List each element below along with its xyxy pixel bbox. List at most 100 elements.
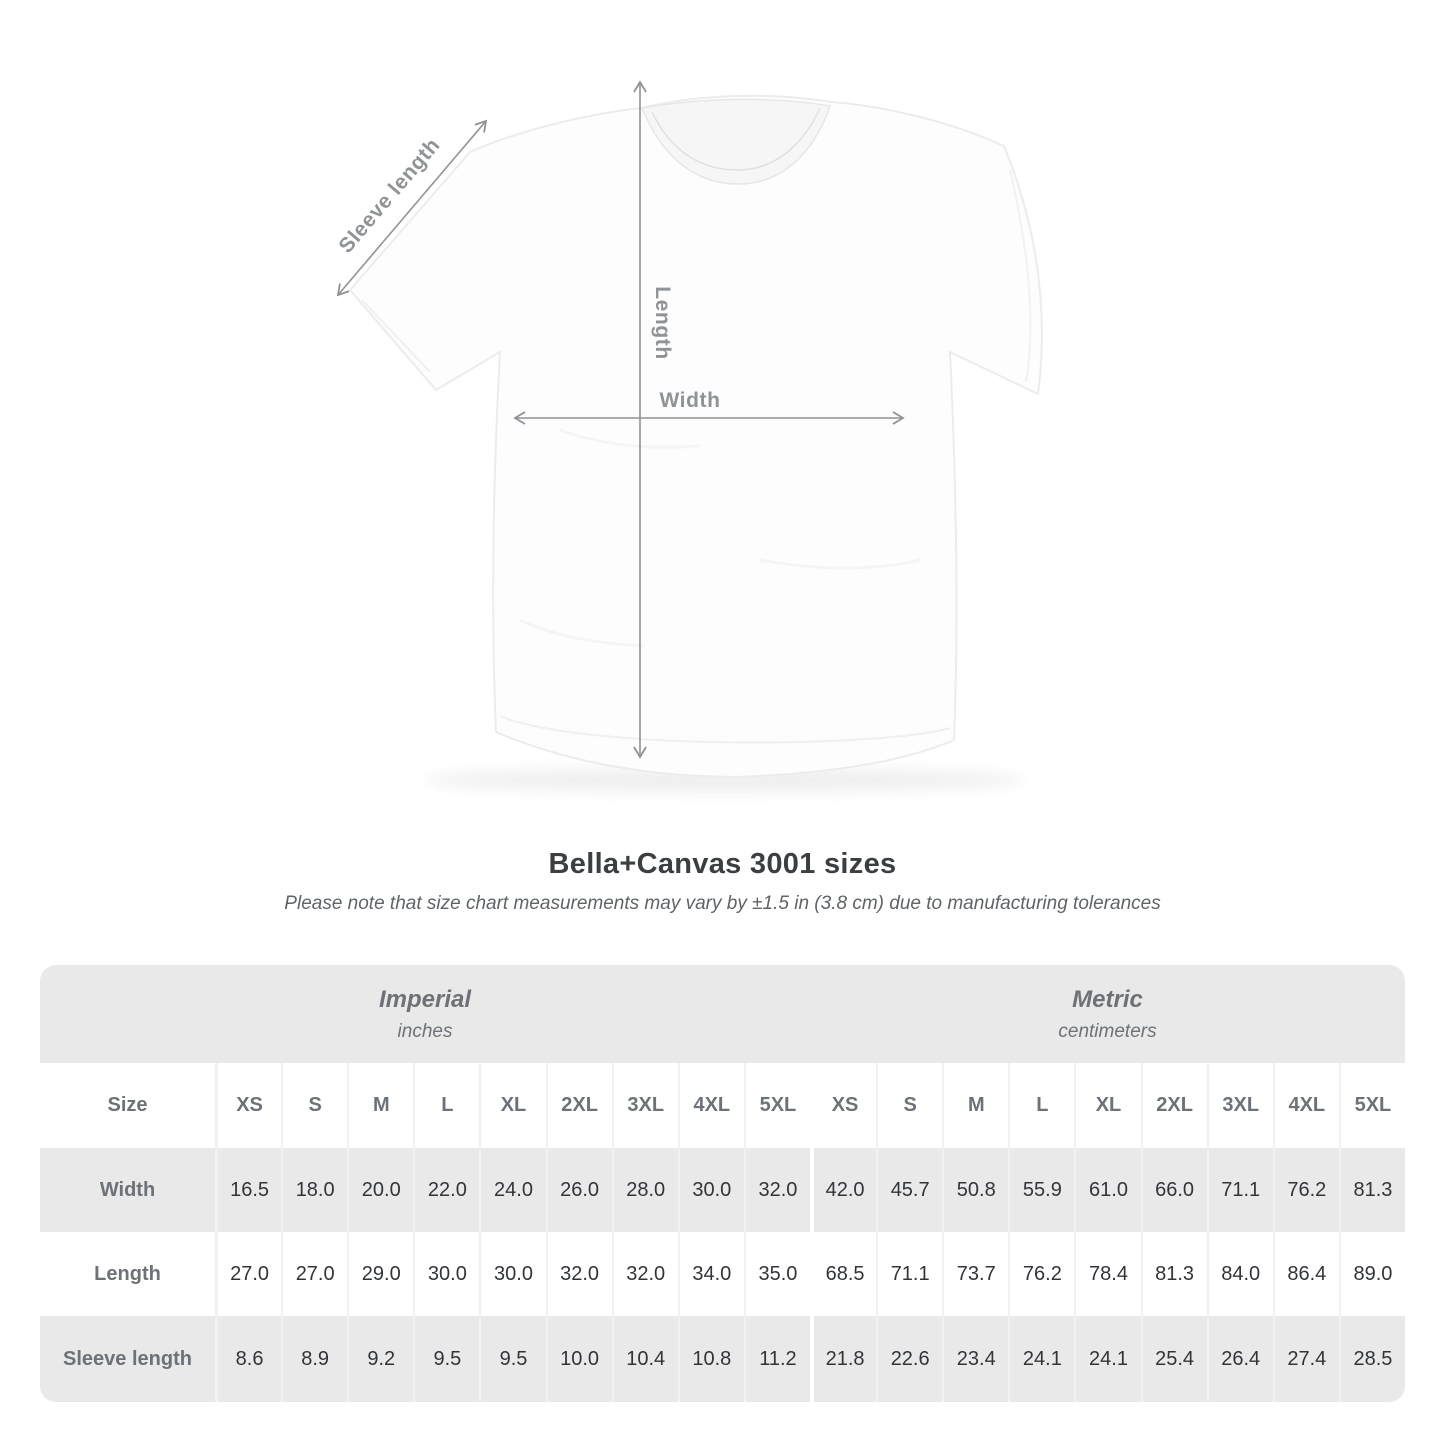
hem-stitch	[499, 715, 951, 744]
size-header: Size	[107, 1094, 148, 1116]
measurement-cell: 55.9	[1008, 1148, 1074, 1232]
size-col-header: XL	[1074, 1063, 1140, 1148]
measurement-cell: 16.5	[215, 1148, 281, 1232]
tshirt-illustration	[336, 80, 1043, 792]
measurement-cell: 29.0	[347, 1232, 413, 1316]
size-col-header: 4XL	[677, 1063, 744, 1148]
measurement-cell: 30.0	[677, 1148, 744, 1232]
measurement-cell: 25.4	[1140, 1316, 1207, 1402]
measurement-cell: 8.9	[281, 1316, 347, 1402]
shirt-collar	[640, 98, 831, 185]
metric-label: Metric	[1072, 985, 1143, 1013]
measurement-cell: 9.5	[413, 1316, 479, 1402]
size-col-header: 5XL	[743, 1063, 810, 1148]
size-col-header: XS	[810, 1063, 876, 1148]
measurement-cell: 32.0	[545, 1232, 612, 1316]
row-label: Width	[99, 1178, 156, 1201]
measurement-cell: 9.2	[347, 1316, 413, 1402]
measurement-cell: 10.0	[545, 1316, 612, 1402]
size-col-header: 4XL	[1272, 1063, 1339, 1148]
width-row: Width 16.5 18.0 20.0 22.0 24.0 26.0 28.0…	[40, 1148, 1405, 1232]
measurement-cell: 26.0	[545, 1148, 612, 1232]
measurement-cell: 73.7	[942, 1232, 1008, 1316]
measurement-cell: 8.6	[215, 1316, 281, 1402]
imperial-label: Imperial	[378, 985, 472, 1013]
size-col-header: M	[347, 1063, 413, 1148]
size-col-header: XL	[479, 1063, 545, 1148]
shirt-shadow	[425, 768, 1025, 792]
measurement-cell: 18.0	[281, 1148, 347, 1232]
size-col-header: 2XL	[1140, 1063, 1207, 1148]
size-col-header: 5XL	[1338, 1063, 1405, 1148]
size-col-header: 2XL	[545, 1063, 612, 1148]
measurement-cell: 78.4	[1074, 1232, 1140, 1316]
measurement-cell: 27.0	[281, 1232, 347, 1316]
measurement-cell: 86.4	[1272, 1232, 1339, 1316]
row-label: Sleeve length	[63, 1347, 192, 1370]
measurement-cell: 26.4	[1206, 1316, 1273, 1402]
measurement-cell: 35.0	[743, 1232, 810, 1316]
measurement-cell: 66.0	[1140, 1148, 1207, 1232]
measurement-cell: 28.0	[611, 1148, 678, 1232]
length-label: Length	[651, 286, 674, 360]
measurement-cell: 27.4	[1272, 1316, 1339, 1402]
imperial-group-header: Imperial inches	[40, 965, 810, 1063]
size-col-header: S	[876, 1063, 942, 1148]
metric-unit: centimeters	[1058, 1020, 1157, 1042]
measurement-cell: 11.2	[743, 1316, 810, 1402]
sleeve-length-row: Sleeve length 8.6 8.9 9.2 9.5 9.5 10.0 1…	[40, 1316, 1405, 1402]
measurement-cell: 71.1	[1206, 1148, 1273, 1232]
size-col-header: L	[1008, 1063, 1074, 1148]
left-sleeve-stitch	[361, 299, 431, 373]
measurement-cell: 32.0	[611, 1232, 678, 1316]
measurement-cell: 27.0	[215, 1232, 281, 1316]
right-sleeve-stitch	[1009, 169, 1032, 383]
tolerance-note: Please note that size chart measurements…	[284, 893, 1161, 914]
size-col-header: L	[413, 1063, 479, 1148]
measurement-cell: 23.4	[942, 1316, 1008, 1402]
size-col-header: 3XL	[611, 1063, 678, 1148]
measurement-cell: 42.0	[810, 1148, 876, 1232]
measurement-cell: 71.1	[876, 1232, 942, 1316]
measurement-cell: 68.5	[810, 1232, 876, 1316]
measurement-cell: 45.7	[876, 1148, 942, 1232]
measurement-cell: 10.8	[677, 1316, 744, 1402]
measurement-cell: 34.0	[677, 1232, 744, 1316]
measurement-cell: 61.0	[1074, 1148, 1140, 1232]
measurement-cell: 76.2	[1272, 1148, 1339, 1232]
measurement-cell: 50.8	[942, 1148, 1008, 1232]
measurement-cell: 21.8	[810, 1316, 876, 1402]
unit-group-header-row: Imperial inches Metric centimeters	[40, 965, 1405, 1063]
shirt-collar-seam	[651, 107, 821, 171]
size-col-header: S	[281, 1063, 347, 1148]
measurement-cell: 10.4	[611, 1316, 678, 1402]
wrinkle	[559, 428, 701, 449]
measurement-cell: 30.0	[413, 1232, 479, 1316]
measurement-cell: 76.2	[1008, 1232, 1074, 1316]
measurement-cell: 89.0	[1338, 1232, 1405, 1316]
size-col-header: M	[942, 1063, 1008, 1148]
measurement-cell: 24.1	[1074, 1316, 1140, 1402]
measurement-cell: 20.0	[347, 1148, 413, 1232]
measurement-cell: 22.0	[413, 1148, 479, 1232]
measurement-cell: 84.0	[1206, 1232, 1273, 1316]
width-label: Width	[659, 389, 721, 412]
measurement-cell: 32.0	[743, 1148, 810, 1232]
measurement-cell: 81.3	[1140, 1232, 1207, 1316]
wrinkle	[759, 558, 921, 570]
length-row: Length 27.0 27.0 29.0 30.0 30.0 32.0 32.…	[40, 1232, 1405, 1316]
size-col-header: 3XL	[1206, 1063, 1273, 1148]
measurement-cell: 28.5	[1338, 1316, 1405, 1402]
size-col-header: XS	[215, 1063, 281, 1148]
measurement-cell: 81.3	[1338, 1148, 1405, 1232]
measurement-cell: 30.0	[479, 1232, 545, 1316]
wrinkle	[519, 618, 646, 648]
shirt-body	[349, 94, 1043, 778]
imperial-unit: inches	[397, 1020, 453, 1042]
measurement-cell: 9.5	[479, 1316, 545, 1402]
size-table: Imperial inches Metric centimeters Size …	[40, 965, 1405, 1402]
measurement-cell: 24.0	[479, 1148, 545, 1232]
tshirt-measurement-diagram: Sleeve length Length Width	[334, 80, 1043, 792]
page-title: Bella+Canvas 3001 sizes	[548, 848, 897, 880]
